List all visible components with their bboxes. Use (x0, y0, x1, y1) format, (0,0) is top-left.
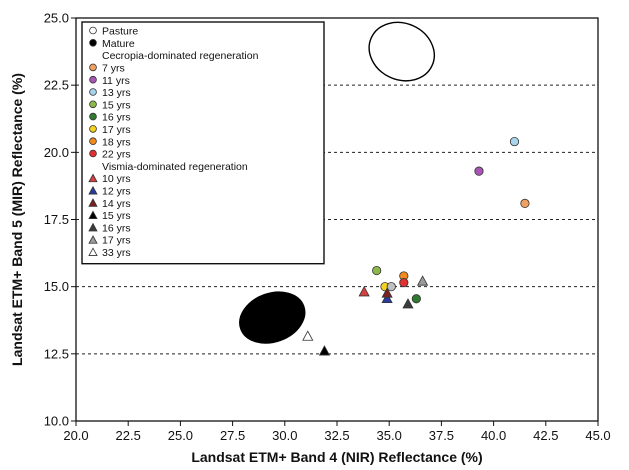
legend-label: 7 yrs (102, 63, 125, 75)
legend-label: 15 yrs (102, 210, 131, 222)
legend-triangle-marker (88, 247, 98, 256)
pasture-ellipse (368, 21, 435, 82)
x-tick-label: 25.0 (168, 428, 193, 443)
x-tick-label: 27.5 (220, 428, 245, 443)
y-tick-label: 25.0 (44, 11, 69, 26)
legend-circle-marker (89, 112, 97, 121)
x-tick-label: 20.0 (63, 428, 88, 443)
legend-circle-marker (89, 125, 97, 133)
legend-label: Cecropia-dominated regeneration (102, 50, 259, 62)
circle-point (411, 294, 421, 304)
legend-label: 11 yrs (102, 75, 130, 87)
y-tick-label: 12.5 (44, 346, 69, 361)
circle-point (372, 265, 382, 276)
cluster-ellipses (239, 21, 435, 344)
legend-label: 16 yrs (102, 222, 131, 234)
x-tick-label: 45.0 (585, 428, 610, 443)
legend-triangle-marker (88, 185, 98, 195)
legend-circle-marker (89, 38, 97, 47)
legend-circle-marker (89, 137, 97, 146)
legend-label: 12 yrs (102, 186, 131, 198)
legend-triangle-marker (88, 235, 98, 244)
triangle-point (381, 287, 393, 298)
legend-box (81, 21, 325, 265)
legend-circle-marker (89, 75, 97, 84)
y-axis-label: Landsat ETM+ Band 5 (MIR) Reflectance (%… (9, 73, 25, 366)
plot-frame (75, 17, 599, 422)
legend-label: 14 yrs (102, 198, 131, 210)
x-tick-label: 42.5 (533, 428, 558, 443)
y-tick-label: 10.0 (44, 414, 69, 429)
legend-circle-marker (89, 100, 97, 109)
x-tick-label: 22.5 (116, 428, 141, 443)
triangle-point (402, 298, 414, 309)
legend-label: 13 yrs (102, 87, 131, 99)
triangle-point (302, 330, 314, 341)
legend-label: 10 yrs (102, 173, 131, 185)
legend-triangle-marker (88, 210, 98, 220)
legend-label: 33 yrs (102, 247, 131, 259)
mature-ellipse (239, 291, 306, 344)
legend-circle-marker (89, 149, 97, 158)
x-tick-label: 30.0 (272, 428, 297, 443)
legend-label: Mature (102, 38, 135, 50)
circle-point (474, 166, 484, 176)
y-tick-label: 22.5 (44, 78, 69, 93)
triangle-point (358, 286, 370, 297)
legend-label: 16 yrs (102, 112, 131, 124)
circle-point (520, 198, 530, 208)
x-tick-label: 37.5 (429, 428, 454, 443)
x-axis-label: Landsat ETM+ Band 4 (NIR) Reflectance (%… (191, 449, 482, 465)
legend-label: Pasture (102, 26, 138, 38)
x-tick-label: 35.0 (377, 428, 402, 443)
circle-point (386, 282, 396, 292)
legend-circle-marker (89, 88, 97, 96)
legend-label: 17 yrs (102, 124, 131, 136)
y-tick-label: 20.0 (44, 145, 69, 160)
x-axis-ticks: 20.0 22.5 25.0 27.5 30.0 32.5 35.0 37.5 40.0 42.5… (63, 421, 611, 443)
legend-label: 18 yrs (102, 136, 131, 148)
y-tick-label: 15.0 (44, 279, 69, 294)
legend-triangle-marker (88, 173, 98, 183)
legend-label: Vismia-dominated regeneration (102, 161, 248, 173)
legend-label: 17 yrs (102, 235, 131, 247)
y-tick-label: 17.5 (44, 212, 69, 227)
x-tick-label: 32.5 (324, 428, 349, 443)
legend-label: 22 yrs (102, 149, 131, 161)
x-tick-label: 40.0 (481, 428, 506, 443)
legend-circle-marker (89, 63, 97, 72)
legend-triangle-marker (88, 222, 98, 232)
triangle-point (381, 292, 393, 304)
legend-circle-marker (89, 26, 97, 35)
legend-label: 15 yrs (102, 99, 131, 111)
data-points (302, 136, 530, 356)
triangle-point (416, 275, 429, 286)
circle-point (399, 278, 409, 288)
y-axis-ticks: 10.0 12.5 15.0 17.5 20.0 22.5 25.0 (44, 11, 76, 429)
legend-triangle-marker (88, 198, 98, 207)
triangle-point (318, 345, 331, 356)
circle-point (509, 136, 520, 147)
